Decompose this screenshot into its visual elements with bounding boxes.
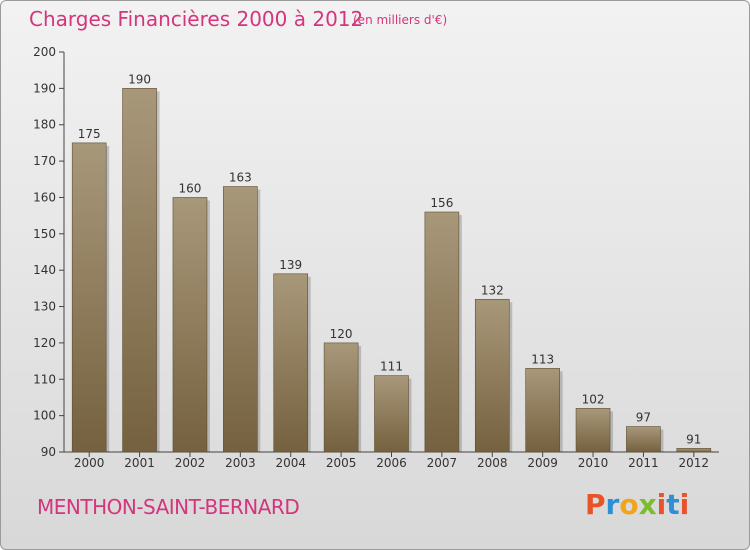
bar: [374, 375, 409, 453]
x-tick-label: 2000: [74, 456, 105, 470]
y-tick-label: 160: [33, 190, 56, 204]
chart-subtitle: (en milliers d'€): [353, 13, 448, 27]
bar-value-label: 190: [128, 72, 151, 86]
y-tick-label: 170: [33, 154, 56, 168]
y-tick-label: 100: [33, 409, 56, 423]
bar-value-label: 120: [330, 327, 353, 341]
bar-value-label: 132: [481, 283, 504, 297]
bar: [474, 298, 510, 453]
x-tick-label: 2010: [578, 456, 609, 470]
bar-value-label: 102: [582, 392, 605, 406]
brand-letter: i: [679, 488, 690, 521]
brand-letter: t: [666, 488, 680, 521]
bar: [525, 368, 560, 453]
bar: [626, 426, 661, 453]
bar: [273, 273, 309, 453]
x-tick-label: 2006: [376, 456, 407, 470]
y-tick-label: 140: [33, 263, 56, 277]
bar-value-label: 113: [531, 352, 554, 366]
x-tick-label: 2005: [326, 456, 357, 470]
bar: [71, 142, 107, 453]
brand-logo: Proxiti: [585, 488, 689, 521]
x-tick-label: 2008: [477, 456, 508, 470]
bar-value-label: 163: [229, 171, 252, 185]
brand-letter: P: [585, 488, 606, 521]
bar-value-label: 175: [78, 127, 101, 141]
chart-bars: [71, 88, 714, 453]
y-tick-label: 150: [33, 227, 56, 241]
bar: [575, 408, 611, 453]
commune-name: MENTHON-SAINT-BERNARD: [37, 495, 300, 519]
x-tick-label: 2004: [275, 456, 306, 470]
y-tick-label: 110: [33, 372, 56, 386]
y-tick-label: 90: [41, 445, 56, 459]
bar-value-label: 97: [636, 411, 651, 425]
y-tick-label: 130: [33, 300, 56, 314]
x-tick-label: 2011: [628, 456, 659, 470]
bar: [323, 342, 359, 453]
y-tick-label: 180: [33, 118, 56, 132]
chart-title: Charges Financières 2000 à 2012: [29, 7, 364, 31]
x-tick-label: 2007: [427, 456, 458, 470]
brand-letter: o: [619, 488, 639, 521]
y-tick-label: 120: [33, 336, 56, 350]
brand-letter: r: [605, 488, 620, 521]
x-tick-label: 2012: [679, 456, 710, 470]
bar: [122, 88, 157, 453]
bar: [223, 186, 258, 453]
brand-letter: x: [638, 488, 657, 521]
bar: [676, 448, 712, 453]
x-tick-label: 2001: [124, 456, 155, 470]
bar-value-label: 111: [380, 360, 403, 374]
bar: [172, 197, 208, 453]
y-tick-label: 190: [33, 81, 56, 95]
bar: [424, 211, 460, 453]
bar-value-label: 91: [686, 432, 701, 446]
x-tick-label: 2002: [175, 456, 206, 470]
chart-axes: 90 100 110 120 130 140 150 160 170 180 190 200: [33, 45, 719, 459]
y-tick-label: 200: [33, 45, 56, 59]
x-tick-label: 2003: [225, 456, 256, 470]
chart-labels: 175 2000 190 2001 160 2002 163 2003 139 2004 120 20…: [74, 72, 709, 470]
x-tick-label: 2009: [527, 456, 558, 470]
bar-value-label: 139: [279, 258, 302, 272]
brand-letter: i: [656, 488, 667, 521]
bar-value-label: 156: [430, 196, 453, 210]
bar-value-label: 160: [179, 181, 202, 195]
